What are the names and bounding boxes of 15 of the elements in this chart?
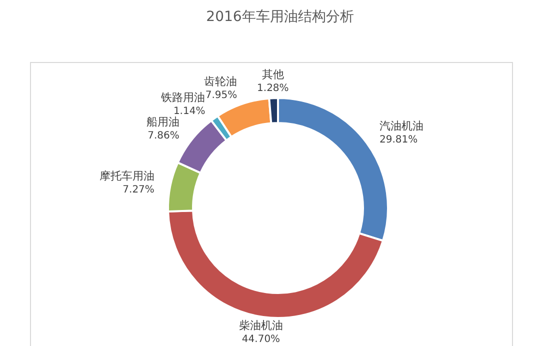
- slice-label: 汽油机油: [379, 119, 424, 132]
- slice-label: 柴油机油: [238, 318, 283, 332]
- data-label: 1.14%: [173, 106, 206, 118]
- slice-label: 摩托车用油: [99, 169, 154, 182]
- data-label: 1.28%: [257, 83, 289, 94]
- slice-label: 船用油: [146, 116, 180, 129]
- data-label: 7.86%: [148, 130, 180, 142]
- data-label: 44.70%: [242, 334, 280, 345]
- chart-title: 2016年车用油结构分析: [205, 8, 355, 26]
- slice-label: 齿轮油: [204, 74, 238, 88]
- slice-label: 铁路用油: [160, 91, 206, 104]
- slice-label: 其他: [262, 68, 284, 82]
- data-label: 29.81%: [379, 134, 418, 146]
- data-label: 7.27%: [122, 184, 154, 196]
- data-label: 7.95%: [205, 90, 238, 101]
